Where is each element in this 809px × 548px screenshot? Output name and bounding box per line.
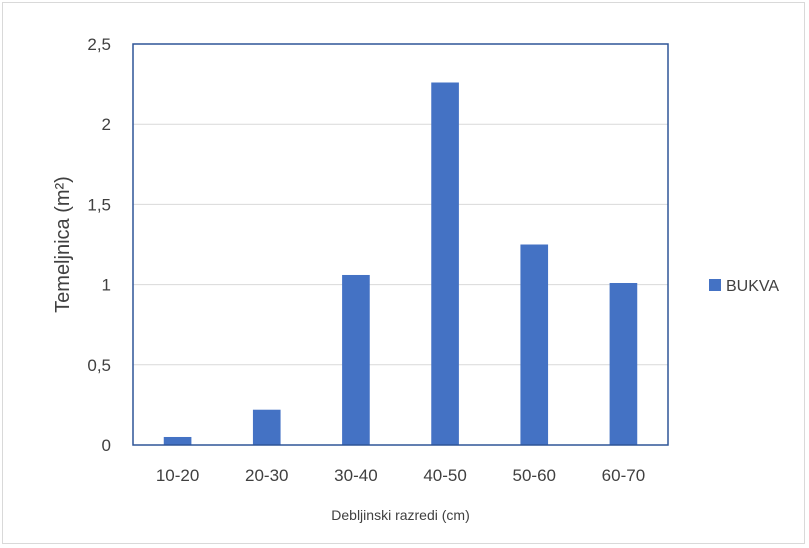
x-tick-label: 60-70 <box>602 466 645 485</box>
x-tick-label: 30-40 <box>334 466 377 485</box>
y-axis-ticks: 0 0,5 1 1,5 2 2,5 <box>87 35 111 455</box>
legend-label: BUKVA <box>726 278 779 295</box>
legend-swatch <box>709 279 721 291</box>
y-tick-label: 1 <box>102 276 111 295</box>
y-tick-label: 0,5 <box>87 356 111 375</box>
bar <box>163 436 192 445</box>
bar <box>252 409 281 445</box>
bar <box>520 244 549 445</box>
x-tick-label: 50-60 <box>513 466 556 485</box>
bar <box>609 282 638 445</box>
x-axis-ticks: 10-20 20-30 30-40 40-50 50-60 60-70 <box>156 466 645 485</box>
bars <box>163 82 638 445</box>
legend: BUKVA <box>709 278 779 295</box>
bar <box>342 274 370 445</box>
y-axis-title: Temeljnica (m²) <box>52 176 74 313</box>
bar <box>431 82 459 445</box>
x-tick-label: 20-30 <box>245 466 288 485</box>
y-tick-label: 0 <box>102 436 111 455</box>
y-tick-label: 2,5 <box>87 35 111 54</box>
x-tick-label: 40-50 <box>423 466 466 485</box>
x-axis-title: Debljinski razredi (cm) <box>331 507 469 523</box>
gridlines <box>133 123 668 366</box>
y-tick-label: 1,5 <box>87 195 111 214</box>
y-tick-label: 2 <box>102 115 111 134</box>
plot-area-border <box>132 43 669 446</box>
x-tick-label: 10-20 <box>156 466 199 485</box>
